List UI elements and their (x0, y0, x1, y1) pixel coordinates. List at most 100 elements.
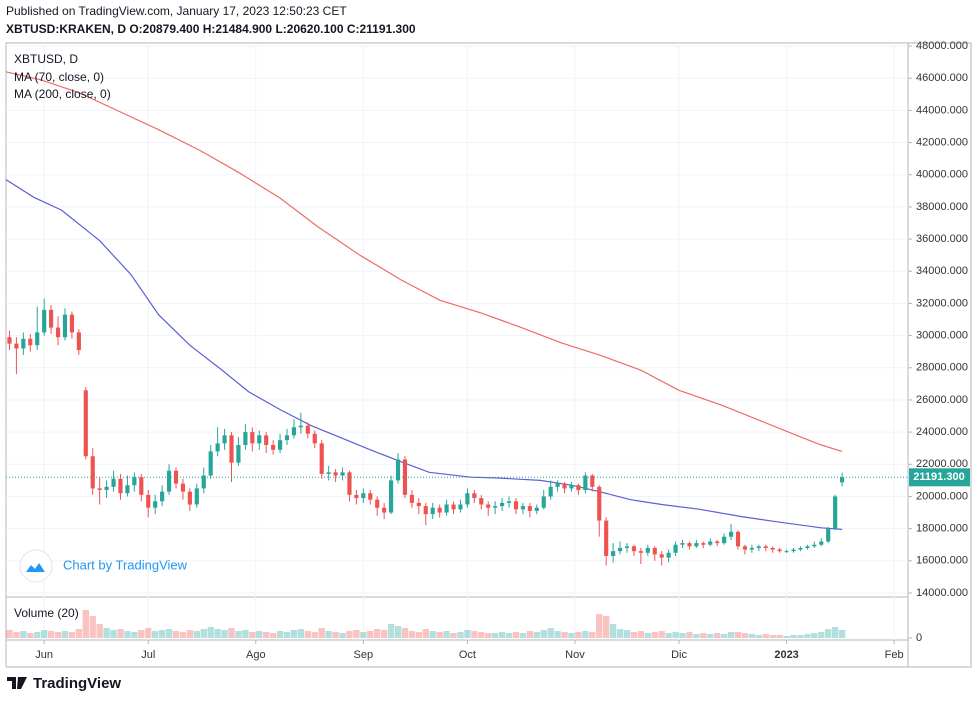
volume-bar (332, 632, 339, 638)
candle-body (659, 554, 664, 558)
published-line: Published on TradingView.com, January 17… (6, 4, 347, 18)
volume-bar (769, 635, 776, 638)
candle-body (305, 425, 310, 434)
grid (6, 43, 908, 640)
candle-body (28, 338, 33, 346)
volume-bar (325, 631, 332, 638)
candle-body (97, 488, 102, 491)
candle-body (465, 493, 470, 505)
volume-bar (714, 633, 721, 638)
candle-body (506, 501, 512, 503)
candle-body (402, 459, 408, 495)
candle-body (645, 547, 650, 553)
volume-bar (561, 632, 568, 638)
candle-body (139, 477, 144, 495)
last-price-box (909, 468, 970, 487)
candle-body (604, 520, 609, 556)
volume-bar (609, 624, 617, 638)
x-tick-label: Ago (246, 649, 266, 661)
volume-bar (540, 630, 547, 638)
candle-body (513, 501, 519, 510)
candle-body (326, 472, 331, 474)
volume-bar (318, 628, 325, 638)
candle-body (583, 475, 588, 491)
volume-bar (700, 633, 707, 638)
volume-bar (179, 632, 187, 638)
y-tick-label: 16000.000 (916, 555, 968, 567)
volume-bar (96, 624, 103, 638)
candle-body (69, 314, 74, 333)
volume-bar (783, 636, 790, 638)
candle-body (236, 444, 241, 463)
volume-bar (186, 630, 194, 638)
volume-bar (304, 631, 311, 638)
candle-body (444, 504, 449, 513)
candle-body (666, 552, 671, 558)
candle-body (500, 502, 505, 507)
candle-body (777, 549, 782, 552)
volume-bar (374, 629, 381, 638)
volume-bar (450, 633, 457, 638)
volume-bar (165, 629, 173, 638)
volume-bar (408, 631, 416, 638)
volume-bar (394, 626, 402, 638)
volume-bar (748, 634, 756, 638)
x-tick-label: Jul (141, 649, 155, 661)
candle-body (312, 433, 317, 444)
candle-body (375, 499, 380, 508)
volume-bar (831, 627, 839, 638)
candle-body (340, 472, 345, 476)
candle-body (652, 547, 657, 555)
candle-body (479, 498, 484, 505)
volume-bar (346, 631, 353, 638)
candle-body (819, 541, 824, 545)
volume-tick-label: 0 (916, 632, 922, 644)
candle-body (187, 491, 192, 505)
candle-body (763, 546, 768, 548)
y-tick-label: 42000.000 (916, 136, 968, 148)
volume-bar (582, 631, 589, 638)
y-tick-label: 36000.000 (916, 233, 968, 245)
volume-bar (131, 632, 138, 638)
y-tick-label: 14000.000 (916, 587, 968, 599)
y-tick-label: 24000.000 (916, 426, 968, 438)
volume-bar (672, 632, 679, 638)
volume-bar (360, 632, 367, 638)
volume-bar (804, 634, 811, 638)
volume-bar (651, 632, 658, 638)
candle-body (805, 546, 810, 548)
x-tick-label: Feb (885, 649, 904, 661)
volume-bar (686, 632, 693, 638)
volume-bar (353, 630, 360, 638)
legend-ma200: MA (200, close, 0) (14, 87, 111, 101)
x-tick-label: 2023 (774, 649, 798, 661)
candle-body (617, 547, 623, 552)
volume-bar (339, 633, 346, 638)
candle-body (409, 494, 414, 503)
volume-bar (145, 628, 152, 638)
watermark-logo (19, 549, 53, 583)
volume-bar (526, 631, 534, 638)
volume-bar (401, 628, 409, 638)
candle-body (201, 475, 206, 489)
volume-bar (68, 632, 76, 638)
volume-bar (152, 631, 159, 638)
candle-body (694, 543, 699, 547)
volume-bar (762, 634, 769, 638)
y-tick-label: 30000.000 (916, 330, 968, 342)
y-tick-label: 44000.000 (916, 104, 968, 116)
footer-logo (7, 677, 27, 689)
volume-bar (103, 628, 110, 638)
candle-body (361, 493, 366, 499)
candle-body (347, 472, 352, 495)
candle-body (298, 425, 303, 428)
candle-body (590, 475, 595, 487)
candle-body (180, 483, 186, 492)
volume-bar (658, 631, 665, 638)
volume-bar (443, 631, 450, 638)
volume-bar (776, 635, 783, 638)
candle-body (229, 435, 234, 463)
volume-bar (311, 632, 318, 638)
candle-body (104, 486, 109, 491)
